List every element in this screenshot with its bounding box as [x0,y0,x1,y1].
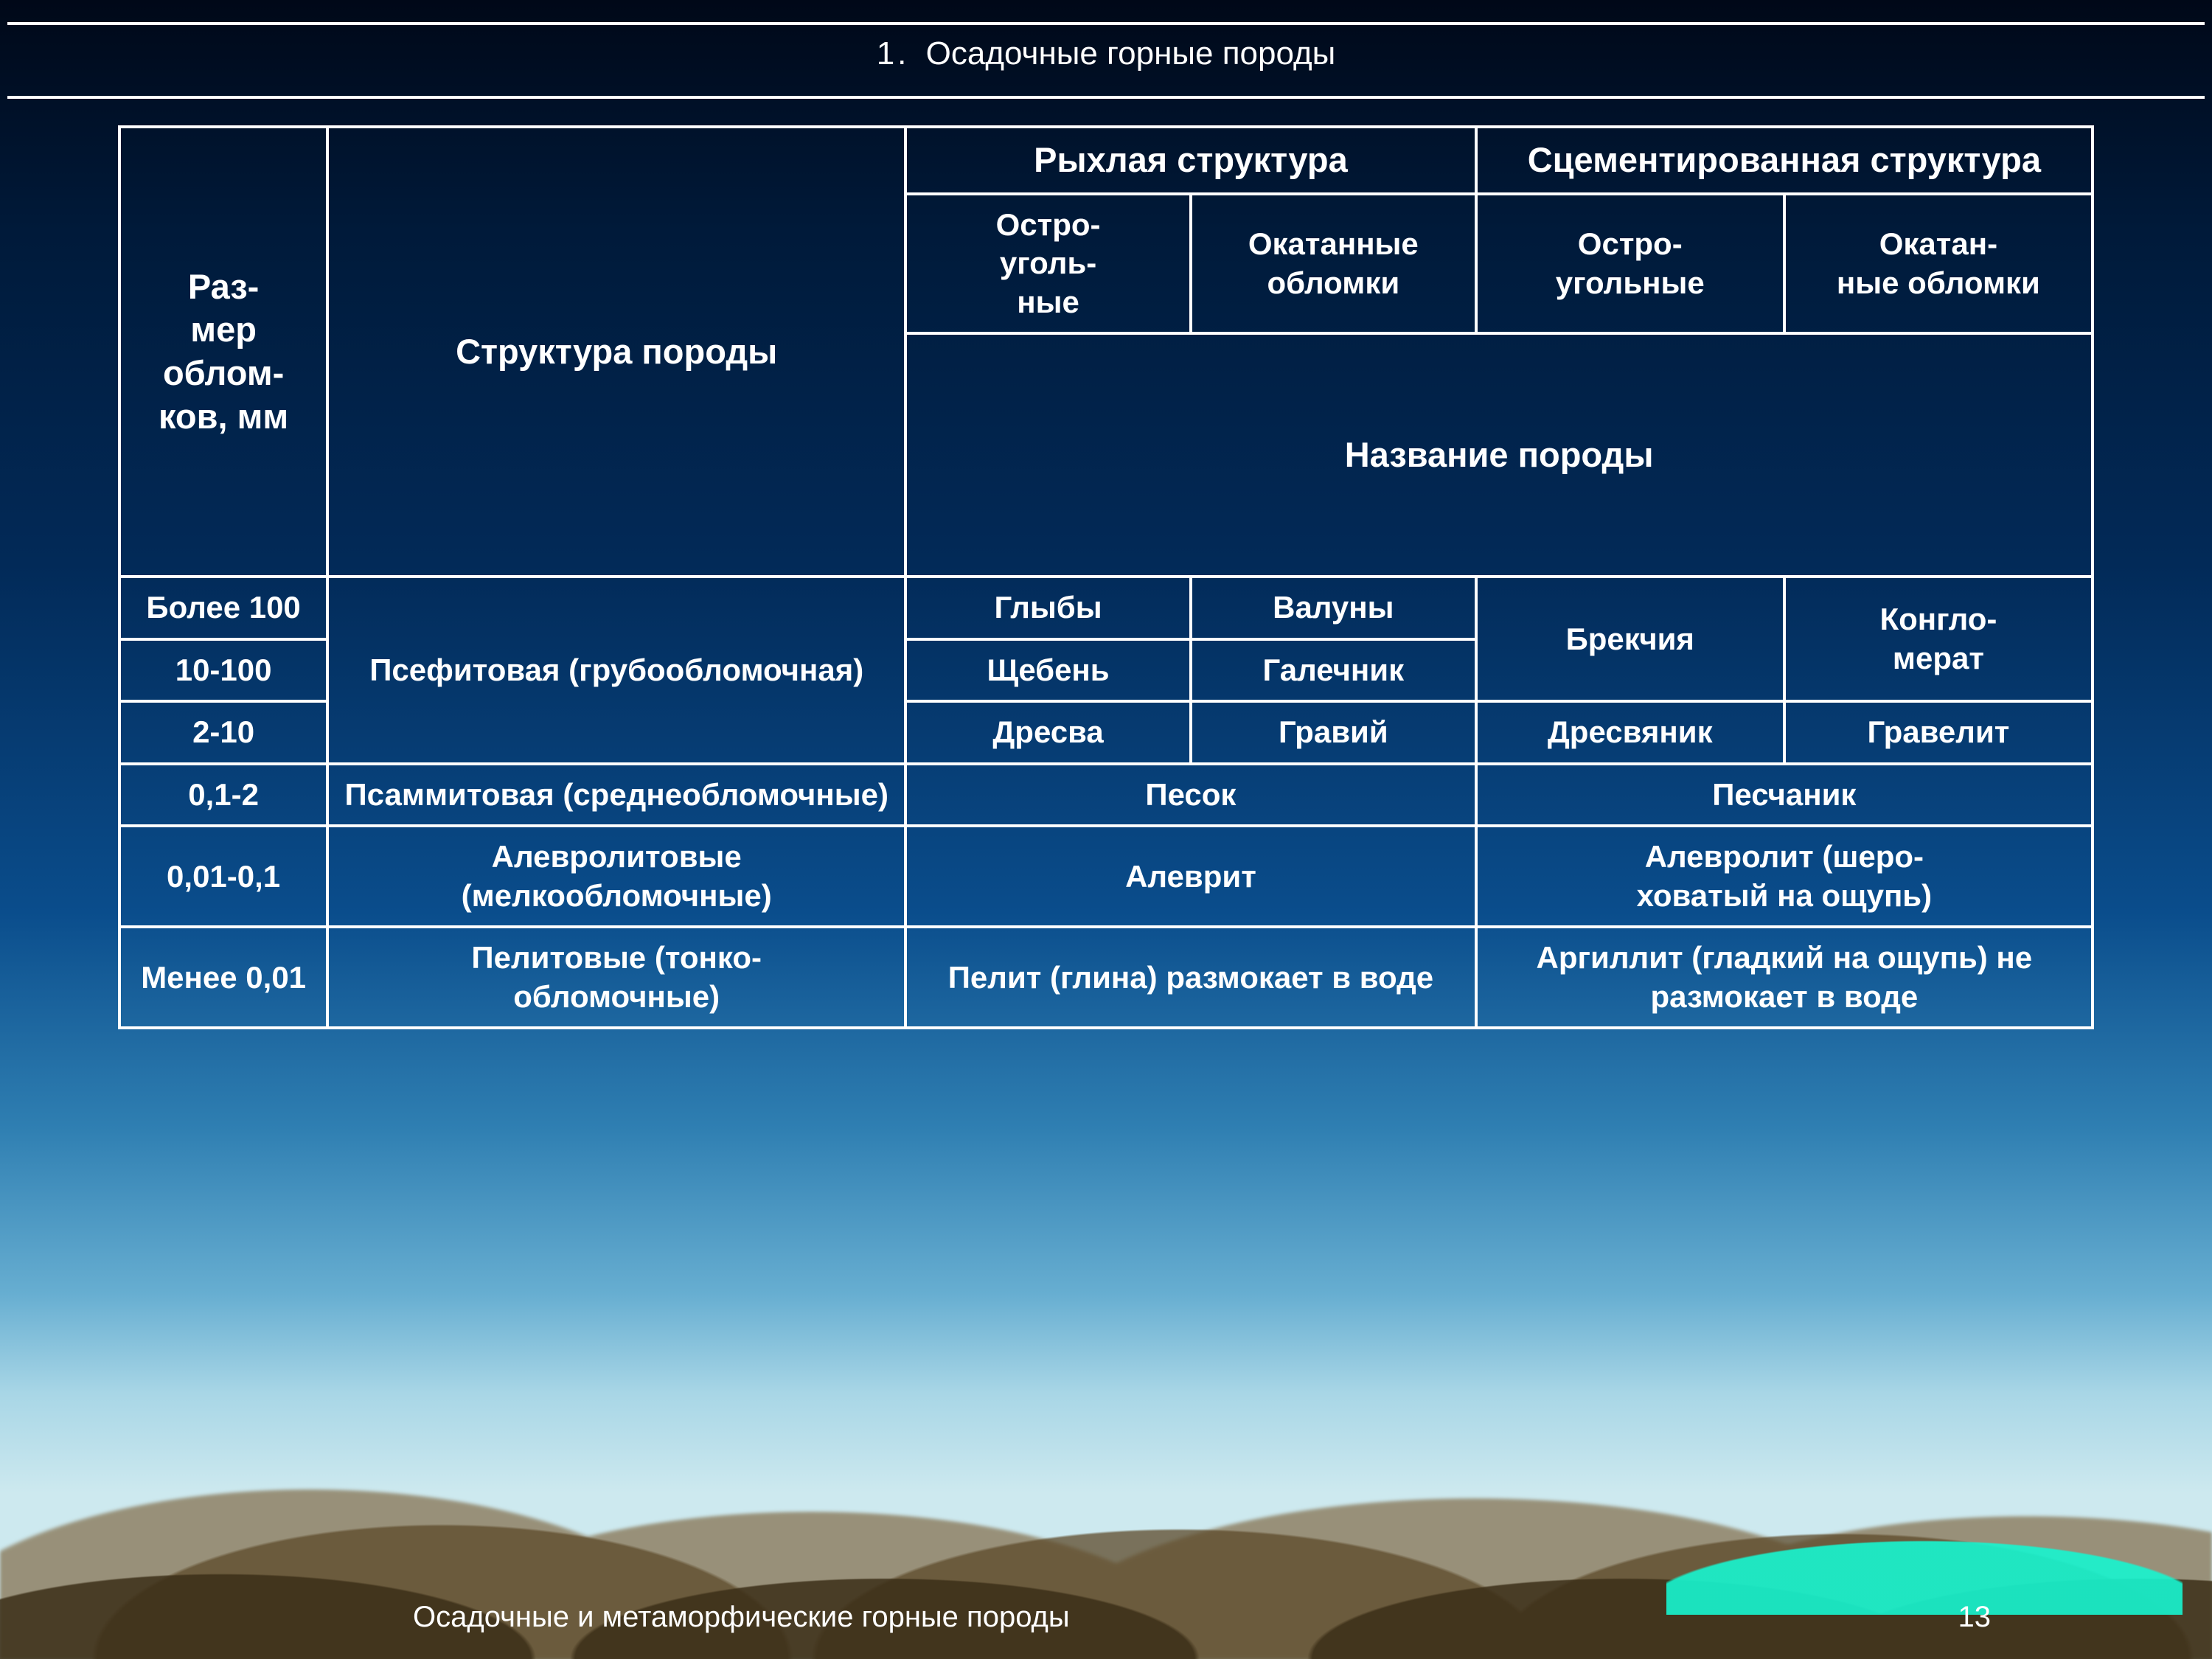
hdr-rockname: Название породы [905,333,2093,577]
cell: Дресва [905,701,1191,764]
cell: Конгло-мерат [1784,577,2093,701]
hdr-angular-loose: Остро-уголь-ные [905,194,1191,334]
hdr-rounded-cement: Окатан-ные обломки [1784,194,2093,334]
water-shape [1666,1482,2183,1615]
table-row: 0,1-2 Псаммитовая (среднеобломочные) Пес… [119,764,2093,827]
cell: Алеврит [905,826,1476,927]
cell-size: 0,01-0,1 [119,826,327,927]
cell-size: 10-100 [119,639,327,702]
hdr-size: Раз-мер облом-ков, мм [119,127,327,577]
cell: Дресвяник [1476,701,1784,764]
cell: Аргиллит (гладкий на ощупь) не размокает… [1476,927,2093,1028]
title-line-top [7,22,2205,25]
slide-title: 1. Осадочные горные породы [0,35,2212,72]
table-row: Менее 0,01 Пелитовые (тонко-обломочные) … [119,927,2093,1028]
mountain-layer-front [0,1519,2212,1659]
slide-title-text: Осадочные горные породы [926,35,1336,72]
cell: Гравий [1191,701,1476,764]
cell: Брекчия [1476,577,1784,701]
hdr-angular-cement: Остро-угольные [1476,194,1784,334]
cell-structure: Псаммитовая (среднеобломочные) [327,764,905,827]
cell: Валуны [1191,577,1476,639]
table-row: Более 100 Псефитовая (грубообломочная) Г… [119,577,2093,639]
cell: Песчаник [1476,764,2093,827]
cell-size: Более 100 [119,577,327,639]
table-header-row: Раз-мер облом-ков, мм Структура породы Р… [119,127,2093,194]
cell-size: 2-10 [119,701,327,764]
hdr-structure: Структура породы [327,127,905,577]
slide-title-number: 1. [877,35,917,72]
cell: Щебень [905,639,1191,702]
cell-size: 0,1-2 [119,764,327,827]
cell: Песок [905,764,1476,827]
cell: Пелит (глина) размокает в воде [905,927,1476,1028]
title-line-bottom [7,96,2205,99]
cell-structure: Пелитовые (тонко-обломочные) [327,927,905,1028]
slide-footer: Осадочные и метаморфические горные пород… [0,1601,2212,1634]
page-number: 13 [1958,1601,1992,1634]
cell-structure: Алевролитовые (мелкообломочные) [327,826,905,927]
hdr-loose: Рыхлая структура [905,127,1476,194]
slide: 1. Осадочные горные породы Раз-мер облом… [0,0,2212,1659]
cell: Галечник [1191,639,1476,702]
rocks-table: Раз-мер облом-ков, мм Структура породы Р… [118,125,2094,1029]
footer-text: Осадочные и метаморфические горные пород… [413,1601,1070,1634]
table-row: 0,01-0,1 Алевролитовые (мелкообломочные)… [119,826,2093,927]
cell: Гравелит [1784,701,2093,764]
hdr-rounded-loose: Окатанные обломки [1191,194,1476,334]
cell-size: Менее 0,01 [119,927,327,1028]
rocks-table-wrap: Раз-мер облом-ков, мм Структура породы Р… [118,125,2094,1029]
cell-structure: Псефитовая (грубообломочная) [327,577,905,764]
cell: Глыбы [905,577,1191,639]
hdr-cemented: Сцементированная структура [1476,127,2093,194]
cell: Алевролит (шеро-ховатый на ощупь) [1476,826,2093,927]
